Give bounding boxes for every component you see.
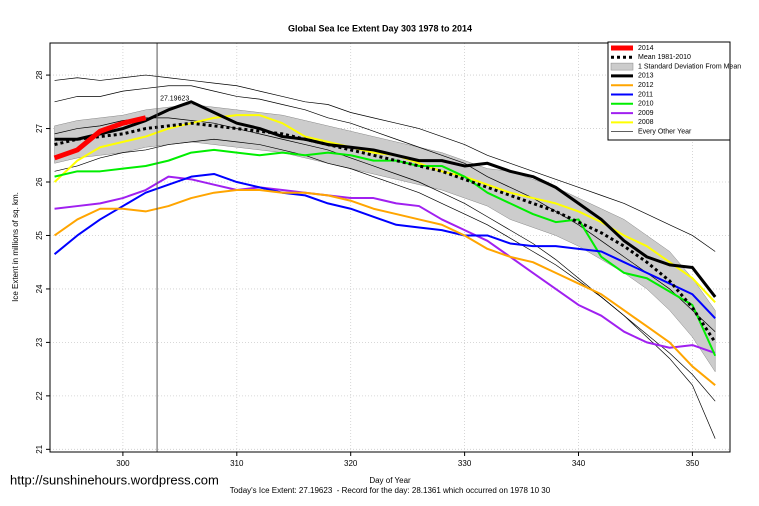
legend-label: 2011 xyxy=(638,91,653,98)
other-year-line xyxy=(54,74,716,252)
series-line xyxy=(54,175,716,355)
legend-label: 2008 xyxy=(638,119,654,126)
legend-label: Mean 1981-2010 xyxy=(638,54,691,61)
legend-label: Every Other Year xyxy=(638,129,692,136)
y-axis-label: Ice Extent in millions of sq. km. xyxy=(11,192,20,302)
legend-label: 2009 xyxy=(638,110,654,117)
x-tick-label: 350 xyxy=(686,459,700,468)
series-line xyxy=(53,189,716,386)
plot-frame xyxy=(49,42,731,453)
y-tick-label: 26 xyxy=(35,177,44,186)
legend-label: 1 Standard Deviation From Mean xyxy=(638,63,741,70)
x-axis-label: Day of Year xyxy=(369,476,411,485)
watermark: http://sunshinehours.wordpress.com xyxy=(10,472,219,487)
today-label: 27.19623 xyxy=(160,95,189,102)
legend-label: 2010 xyxy=(638,101,654,108)
other-year-line xyxy=(54,85,716,332)
chart-title: Global Sea Ice Extent Day 303 1978 to 20… xyxy=(288,23,472,33)
legend-swatch xyxy=(610,62,634,71)
x-tick-label: 320 xyxy=(344,459,358,468)
y-tick-label: 23 xyxy=(35,337,44,346)
legend-label: 2014 xyxy=(638,45,654,52)
y-tick-label: 28 xyxy=(35,70,44,79)
series-line xyxy=(54,148,717,357)
y-tick-label: 22 xyxy=(35,391,44,400)
series-line xyxy=(53,115,147,161)
series-line xyxy=(53,172,716,320)
std-band xyxy=(54,104,716,373)
plot xyxy=(53,74,717,439)
x-tick-label: 330 xyxy=(458,459,472,468)
legend-box xyxy=(607,41,731,141)
other-year-line xyxy=(54,138,716,402)
legend-label: 2012 xyxy=(638,82,654,89)
y-tick-label: 21 xyxy=(35,444,44,453)
y-tick-label: 24 xyxy=(35,284,44,293)
x-tick-label: 340 xyxy=(572,459,586,468)
x-tick-label: 300 xyxy=(116,459,130,468)
legend-label: 2013 xyxy=(638,73,654,80)
series-line xyxy=(54,100,717,298)
footer: Today's Ice Extent: 27.19623 - Record fo… xyxy=(230,486,551,495)
x-tick-label: 310 xyxy=(230,459,244,468)
y-tick-label: 27 xyxy=(35,124,44,133)
y-tick-label: 25 xyxy=(35,230,44,239)
